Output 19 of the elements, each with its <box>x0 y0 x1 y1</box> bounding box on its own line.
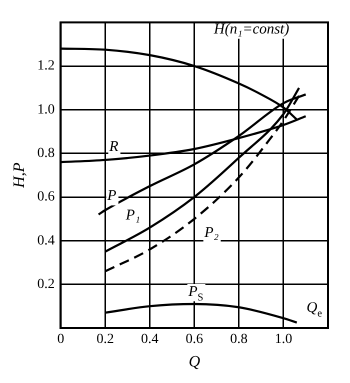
series-label: R <box>108 138 118 155</box>
y-tick-label: 1.0 <box>37 102 55 118</box>
x-tick-label: 1.0 <box>274 332 292 348</box>
series-label: P₁ <box>124 208 140 224</box>
series-label: P₂ <box>203 224 219 241</box>
x-tick-label: 0.8 <box>230 332 248 348</box>
x-tick-label: 0.4 <box>141 332 159 348</box>
x-tick-label: 0.6 <box>186 332 204 348</box>
y-tick-label: 0.6 <box>37 190 55 205</box>
series-label: P <box>106 188 116 204</box>
text: H(n₁=const) <box>212 22 290 38</box>
y-tick-label: 0.2 <box>37 277 55 292</box>
x-axis-title: Q <box>188 354 201 371</box>
y-tick-label: 0.4 <box>37 233 55 248</box>
x-tick-label: 0.2 <box>96 332 114 348</box>
x-tick-label: 0 <box>57 332 64 348</box>
y-axis-title: H,P <box>10 162 28 189</box>
y-tick-label: 1.2 <box>37 58 55 74</box>
y-tick-label: 0.8 <box>37 146 55 162</box>
